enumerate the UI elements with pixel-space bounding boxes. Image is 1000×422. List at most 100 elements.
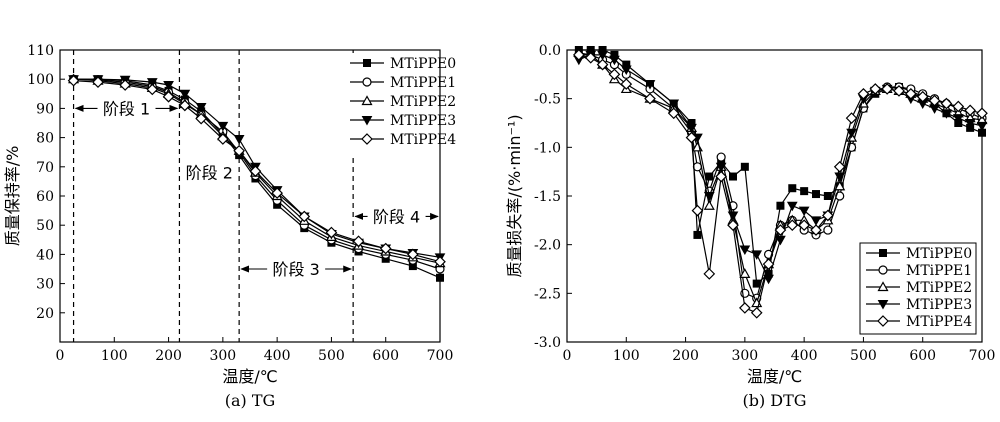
x-tick-label: 200 [672,348,699,364]
legend-marker [878,265,888,275]
legend-marker [363,59,371,67]
y-tick-label: 100 [27,72,54,88]
y-tick-label: -2.0 [534,238,561,254]
data-point-mtippe3 [941,109,952,119]
x-tick-label: 700 [427,348,454,364]
legend-marker [361,133,373,145]
x-tick-label: 400 [791,348,818,364]
x-tick-label: 600 [909,348,936,364]
data-point-mtippe4 [179,99,191,112]
data-point-mtippe3 [810,216,822,226]
data-point-mtippe4 [715,170,727,183]
data-point-mtippe4 [881,83,893,95]
data-point-mtippe0 [729,172,737,181]
legend-marker [877,281,889,292]
data-point-mtippe4 [434,255,446,268]
data-point-mtippe0 [436,273,444,282]
data-point-mtippe0 [705,172,714,181]
stage-label-bg [267,258,326,280]
legend-entry: MTiPPE2 [906,280,972,296]
x-tick-label: 700 [969,348,996,364]
data-point-mtippe3 [179,89,191,100]
data-point-mtippe4 [762,258,775,270]
x-tick-label: 600 [372,348,399,364]
data-point-mtippe4 [869,83,882,95]
y-tick-label: 70 [36,160,54,176]
legend-entry: MTiPPE4 [906,314,972,330]
data-point-mtippe4 [822,209,834,222]
data-point-mtippe4 [810,224,822,236]
data-point-mtippe4 [573,49,585,61]
legend-entry: MTiPPE0 [390,56,456,72]
data-point-mtippe0 [752,279,761,288]
x-tick-label: 100 [101,348,128,364]
data-point-mtippe4 [833,160,846,173]
legend-marker [361,116,373,126]
data-point-mtippe3 [952,114,964,124]
data-point-mtippe4 [620,78,633,90]
data-point-mtippe3 [195,102,207,113]
panel-caption: (b) DTG [742,391,806,410]
data-point-mtippe0 [788,184,797,193]
data-point-mtippe4 [786,219,799,232]
y-tick-label: 30 [36,277,54,293]
data-point-mtippe3 [217,121,229,132]
data-point-mtippe3 [668,99,680,110]
data-point-mtippe4 [407,248,419,261]
legend-entry: MTiPPE0 [906,246,972,262]
data-point-mtippe3 [763,274,774,285]
y-tick-label: 80 [36,131,54,147]
data-point-mtippe4 [271,187,283,199]
legend-marker [362,77,372,87]
x-tick-label: 0 [56,348,65,364]
legend-entry: MTiPPE3 [390,113,456,129]
data-point-mtippe4 [940,97,953,110]
panel-caption: (a) TG [225,391,276,410]
legend-marker [879,249,887,257]
data-point-mtippe3 [715,162,727,173]
data-point-mtippe4 [905,87,917,100]
data-point-mtippe4 [798,219,810,232]
stage-label: 阶段 2 [186,164,233,183]
data-point-mtippe4 [379,242,392,255]
legend-marker [361,95,373,106]
y-axis-label: 质量保持率/% [3,146,22,247]
data-point-mtippe4 [162,90,175,103]
data-point-mtippe0 [740,162,749,171]
data-point-mtippe4 [952,100,965,113]
data-point-mtippe3 [739,245,751,256]
y-tick-label: -2.5 [534,286,561,302]
x-tick-label: 0 [563,348,572,364]
y-tick-label: 110 [27,43,54,59]
data-point-mtippe4 [976,107,988,120]
data-point-mtippe4 [325,226,338,239]
stage-label-bg [367,205,426,228]
data-point-mtippe4 [92,76,104,88]
y-tick-label: -0.5 [534,92,561,108]
data-point-mtippe3 [597,50,608,61]
data-point-mtippe0 [776,201,785,210]
data-point-mtippe3 [620,65,632,75]
data-point-mtippe4 [352,235,365,248]
data-point-mtippe4 [893,85,905,97]
data-point-mtippe4 [298,210,311,223]
data-point-mtippe4 [249,165,262,178]
data-point-mtippe4 [217,133,229,145]
data-point-mtippe4 [233,144,245,157]
data-point-mtippe4 [964,104,976,117]
y-axis-label: 质量损失率/(%·min⁻¹) [505,114,524,277]
y-tick-label: -3.0 [534,335,561,351]
legend-marker [877,300,889,310]
data-point-mtippe4 [750,306,763,319]
data-point-mtippe4 [119,79,131,91]
stage-label: 阶段 1 [103,99,150,118]
data-point-mtippe3 [609,55,620,66]
y-tick-label: -1.0 [534,140,561,156]
data-point-mtippe4 [857,87,870,100]
x-tick-label: 100 [613,348,640,364]
data-point-mtippe4 [644,92,656,105]
legend-entry: MTiPPE4 [390,132,456,148]
y-tick-label: 90 [36,101,54,117]
data-point-mtippe4 [691,204,704,217]
